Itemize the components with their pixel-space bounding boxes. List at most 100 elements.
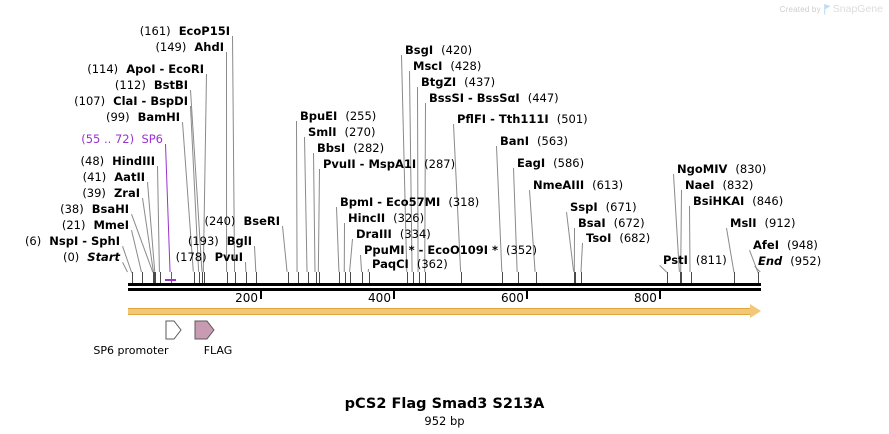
enzyme-site-label[interactable]: (38) BsaHI: [60, 203, 129, 215]
cut-site-tick: [679, 272, 681, 283]
cut-site-tick: [199, 272, 201, 283]
enzyme-site-label[interactable]: PstI (811): [663, 254, 727, 266]
enzyme-names: NaeI: [685, 178, 715, 192]
enzyme-site-label[interactable]: BanI (563): [500, 135, 568, 147]
enzyme-site-label[interactable]: (48) HindIII: [81, 155, 155, 167]
enzyme-names: PaqCI: [372, 257, 409, 271]
enzyme-site-label[interactable]: (114) ApoI - EcoRI: [87, 63, 204, 75]
enzyme-site-label[interactable]: (161) EcoP15I: [140, 25, 230, 37]
enzyme-site-label[interactable]: TsoI (682): [586, 232, 650, 244]
enzyme-site-label[interactable]: PpuMI * - EcoO109I * (352): [364, 244, 537, 256]
leader-line: [726, 228, 735, 273]
enzyme-site-label[interactable]: BsaI (672): [578, 217, 645, 229]
enzyme-names: BseRI: [243, 214, 280, 228]
enzyme-names: EagI: [517, 156, 546, 170]
enzyme-names: ZraI: [113, 186, 140, 200]
cut-site-tick: [155, 272, 157, 283]
cut-site-tick: [153, 272, 155, 283]
ruler-tick-label: 400: [368, 291, 391, 305]
cut-site-tick: [141, 272, 143, 283]
enzyme-site-label[interactable]: BtgZI (437): [421, 76, 495, 88]
enzyme-site-label[interactable]: PflFI - Tth111I (501): [457, 113, 588, 125]
enzyme-site-label[interactable]: NaeI (832): [685, 179, 753, 191]
cut-site-tick: [517, 272, 519, 283]
enzyme-names: DraIII: [356, 227, 392, 241]
enzyme-site-label[interactable]: PaqCI (362): [372, 258, 448, 270]
cut-site-tick: [535, 272, 537, 283]
enzyme-names: ClaI - BspDI: [113, 94, 188, 108]
enzyme-site-label[interactable]: DraIII (334): [356, 228, 431, 240]
right-arrow-filled[interactable]: [194, 318, 218, 344]
orf-arrow-shaft: [128, 308, 751, 315]
cut-site-tick: [690, 272, 692, 283]
enzyme-position: (682): [619, 231, 651, 245]
enzyme-site-label[interactable]: HincII (326): [348, 212, 424, 224]
enzyme-site-label[interactable]: BssSI - BssSαI (447): [429, 92, 559, 104]
enzyme-names: BamHI: [137, 110, 180, 124]
cut-site-tick: [153, 272, 155, 283]
enzyme-names: SmlI: [308, 125, 337, 139]
enzyme-names: PpuMI * - EcoO109I *: [364, 243, 499, 257]
enzyme-position: (112): [114, 78, 146, 92]
enzyme-site-label[interactable]: MscI (428): [413, 60, 481, 72]
watermark-prefix: Created by: [779, 4, 821, 14]
enzyme-names: BanI: [500, 134, 529, 148]
enzyme-site-label[interactable]: SspI (671): [570, 201, 637, 213]
enzyme-site-label[interactable]: (149) AhdI: [155, 41, 224, 53]
sp6-feature-mark: [164, 279, 176, 281]
enzyme-site-label[interactable]: (107) ClaI - BspDI: [74, 95, 188, 107]
enzyme-site-label[interactable]: (6) NspI - SphI: [25, 235, 120, 247]
enzyme-site-label[interactable]: EagI (586): [517, 157, 584, 169]
enzyme-position: (21): [61, 218, 86, 232]
enzyme-names: BglI: [226, 234, 252, 248]
enzyme-site-label[interactable]: (21) MmeI: [62, 219, 129, 231]
enzyme-site-label[interactable]: (0) Start: [63, 251, 120, 263]
enzyme-site-label[interactable]: (112) BstBI: [115, 79, 188, 91]
enzyme-site-label[interactable]: BpuEI (255): [300, 110, 376, 122]
enzyme-site-label[interactable]: (39) ZraI: [82, 187, 140, 199]
enzyme-site-label[interactable]: BbsI (282): [317, 142, 384, 154]
right-arrow-outline[interactable]: [165, 318, 185, 344]
enzyme-names: BpuEI: [300, 109, 338, 123]
cut-site-tick: [256, 272, 258, 283]
leader-line: [157, 166, 160, 273]
enzyme-position: (811): [695, 253, 727, 267]
cut-site-tick: [159, 272, 161, 283]
enzyme-site-label[interactable]: MslI (912): [730, 217, 795, 229]
enzyme-site-label[interactable]: BsiHKAI (846): [693, 195, 783, 207]
enzyme-names: NgoMIV: [677, 162, 728, 176]
cut-site-tick: [170, 272, 172, 283]
enzyme-site-label[interactable]: BsgI (420): [405, 44, 472, 56]
enzyme-site-label[interactable]: PvuII - MspA1I (287): [323, 158, 455, 170]
enzyme-site-label[interactable]: (193) BglI: [188, 235, 252, 247]
enzyme-position: (501): [556, 112, 588, 126]
enzyme-site-label[interactable]: AfeI (948): [753, 239, 818, 251]
enzyme-position: (326): [393, 211, 425, 225]
enzyme-site-label[interactable]: (240) BseRI: [205, 215, 281, 227]
enzyme-names: SspI: [570, 200, 598, 214]
cut-site-tick: [203, 272, 205, 283]
cut-site-tick: [362, 272, 364, 283]
enzyme-site-label[interactable]: NgoMIV (830): [677, 163, 766, 175]
enzyme-position: (948): [787, 238, 818, 252]
enzyme-site-label[interactable]: (55 .. 72) SP6: [81, 133, 163, 145]
cut-site-tick: [131, 272, 133, 283]
page-title: pCS2 Flag Smad3 S213A: [344, 396, 545, 412]
enzyme-position: (318): [448, 195, 480, 209]
cut-site-tick: [574, 272, 576, 283]
enzyme-site-label[interactable]: BpmI - Eco57MI (318): [340, 196, 479, 208]
enzyme-position: (6): [24, 234, 42, 248]
enzyme-names: NmeAIII: [533, 178, 585, 192]
cut-site-tick: [297, 272, 299, 283]
cut-site-tick: [502, 272, 504, 283]
plasmid-length: 952 bp: [424, 414, 465, 428]
enzyme-site-label[interactable]: (99) BamHI: [106, 111, 180, 123]
enzyme-site-label[interactable]: NmeAIII (613): [533, 179, 623, 191]
enzyme-site-label[interactable]: SmlI (270): [308, 126, 375, 138]
enzyme-site-label[interactable]: (41) AatII: [83, 171, 145, 183]
leader-line: [529, 190, 536, 273]
enzyme-site-label[interactable]: End (952): [758, 255, 821, 267]
enzyme-position: (420): [441, 43, 473, 57]
enzyme-site-label[interactable]: (178) PvuI: [176, 251, 243, 263]
cut-site-tick: [681, 272, 683, 283]
